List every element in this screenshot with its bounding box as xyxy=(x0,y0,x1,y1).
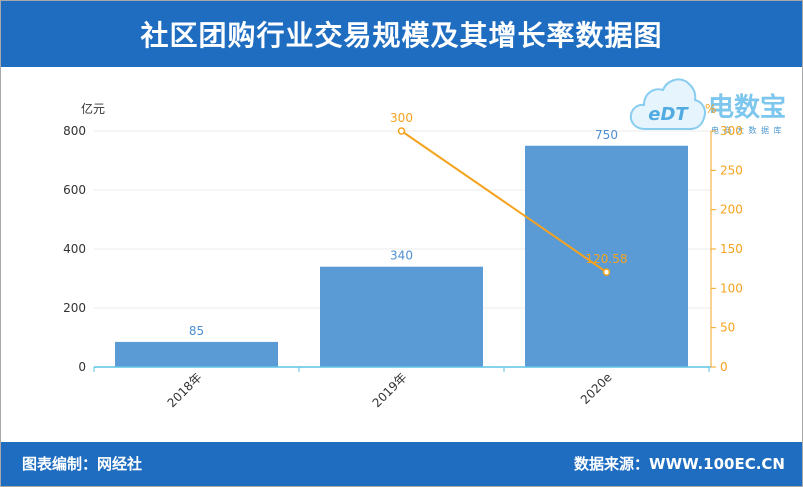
logo-tagline: 电商大数据库 xyxy=(711,125,786,135)
y-left-axis: 0 200 400 600 800 xyxy=(63,124,86,374)
chart-area: eDT 电数宝 电商大数据库 亿元 % 0 200 400 600 800 85 340 75… xyxy=(0,67,803,442)
y-left-tick-label: 400 xyxy=(63,242,86,256)
x-tick-label-2019: 2019年 xyxy=(370,370,410,410)
header-bar: 社区团购行业交易规模及其增长率数据图 xyxy=(0,0,803,67)
bar-label-2018: 85 xyxy=(189,324,204,338)
logo: eDT 电数宝 电商大数据库 xyxy=(629,78,786,135)
growth-rate-line xyxy=(400,130,608,273)
chart: eDT 电数宝 电商大数据库 亿元 % 0 200 400 600 800 85 340 75… xyxy=(63,78,786,410)
y-left-tick-label: 200 xyxy=(63,301,86,315)
y-left-tick-label: 0 xyxy=(78,360,86,374)
y-right-tick-label: 100 xyxy=(720,281,743,295)
y-right-tick-label: 150 xyxy=(720,242,743,256)
footer-source: 数据来源：WWW.100EC.CN xyxy=(574,455,785,473)
bar-2018 xyxy=(115,341,278,367)
logo-brand: 电数宝 xyxy=(708,92,786,123)
line-label-2020e: 120.58 xyxy=(586,252,628,266)
x-axis: 2018年 2019年 2020e xyxy=(93,366,711,410)
logo-badge: eDT xyxy=(648,104,689,125)
bar-2019 xyxy=(320,266,483,367)
cloud-icon xyxy=(629,78,706,130)
y-left-tick-label: 800 xyxy=(63,124,86,138)
bar-label-2020e: 750 xyxy=(595,128,618,142)
bar-label-2019: 340 xyxy=(390,249,413,263)
y-right-tick-label: 200 xyxy=(720,203,743,217)
footer-credit: 图表编制：网经社 xyxy=(22,455,143,473)
bar-series: 85 340 750 xyxy=(115,128,688,367)
line-point-2020e xyxy=(602,268,611,276)
y-right-tick-label: 0 xyxy=(720,360,728,374)
y-right-tick-label: 50 xyxy=(720,321,735,335)
page-title: 社区团购行业交易规模及其增长率数据图 xyxy=(140,18,663,52)
y-right-axis-title: % xyxy=(705,102,716,116)
bar-2020e xyxy=(525,145,688,367)
y-right-axis: 0 50 100 150 200 250 300 xyxy=(710,124,743,374)
growth-rate-series: 300 120.58 xyxy=(390,111,628,276)
y-right-tick-label: 300 xyxy=(720,124,743,138)
y-left-axis-title: 亿元 xyxy=(81,101,105,116)
footer-bar: 图表编制：网经社 数据来源：WWW.100EC.CN xyxy=(0,442,803,487)
y-right-tick-label: 250 xyxy=(720,163,743,177)
y-left-tick-label: 600 xyxy=(63,183,86,197)
line-label-2019: 300 xyxy=(390,111,413,125)
x-tick-label-2018: 2018年 xyxy=(165,370,205,410)
x-tick-label-2020e: 2020e xyxy=(578,370,615,407)
line-point-2019 xyxy=(397,127,406,135)
